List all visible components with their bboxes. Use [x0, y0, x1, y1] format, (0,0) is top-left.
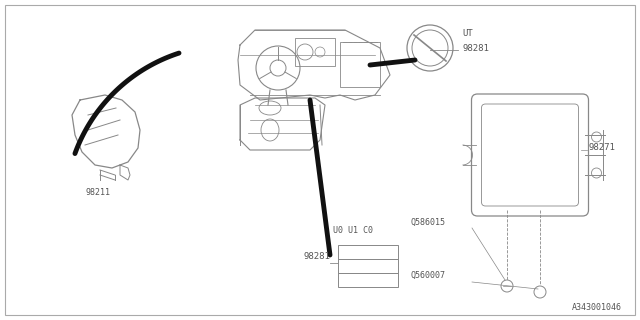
Text: 98281: 98281 [303, 252, 330, 261]
Text: A343001046: A343001046 [572, 303, 622, 312]
Bar [340, 42, 380, 87]
Bar [338, 245, 398, 259]
Bar [338, 273, 398, 287]
Text: 98281: 98281 [462, 44, 489, 53]
Text: UT: UT [462, 29, 473, 38]
Text: U0 U1 C0: U0 U1 C0 [333, 226, 373, 235]
Bar [338, 259, 398, 273]
Text: Q560007: Q560007 [410, 271, 445, 280]
Text: Q586015: Q586015 [410, 218, 445, 227]
Text: 98271: 98271 [589, 143, 616, 152]
Bar [295, 38, 335, 66]
Text: 98211: 98211 [85, 188, 110, 197]
